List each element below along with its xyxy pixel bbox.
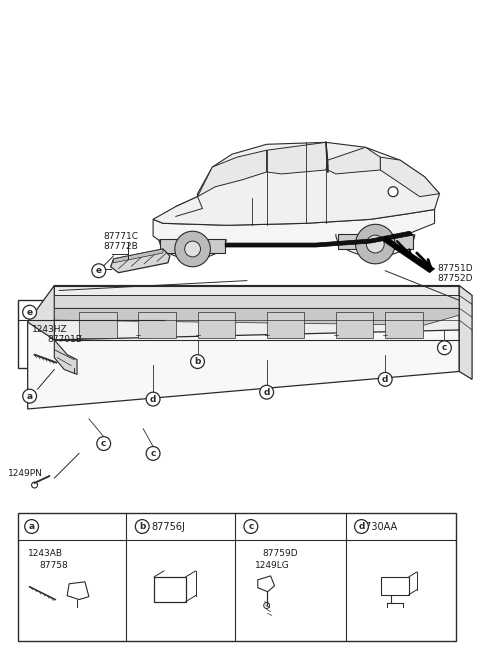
Text: c: c bbox=[442, 343, 447, 352]
Circle shape bbox=[388, 187, 398, 197]
Text: a: a bbox=[26, 392, 33, 401]
Polygon shape bbox=[225, 231, 413, 247]
Text: 87751D: 87751D bbox=[438, 264, 473, 274]
Text: 87772B: 87772B bbox=[104, 242, 138, 251]
Text: b: b bbox=[139, 522, 145, 531]
Polygon shape bbox=[160, 239, 225, 253]
FancyBboxPatch shape bbox=[18, 300, 164, 367]
Text: 87758: 87758 bbox=[39, 561, 68, 570]
Circle shape bbox=[191, 355, 204, 369]
Text: 87752D: 87752D bbox=[438, 274, 473, 283]
Circle shape bbox=[92, 264, 106, 277]
Circle shape bbox=[355, 520, 368, 533]
Text: c: c bbox=[101, 439, 107, 448]
Polygon shape bbox=[153, 209, 434, 246]
Circle shape bbox=[24, 520, 38, 533]
Polygon shape bbox=[385, 312, 423, 338]
Text: 1249PN: 1249PN bbox=[8, 469, 43, 478]
Polygon shape bbox=[267, 312, 304, 338]
Circle shape bbox=[185, 241, 201, 257]
Text: a: a bbox=[28, 522, 35, 531]
Polygon shape bbox=[138, 312, 176, 338]
Circle shape bbox=[366, 235, 384, 253]
Circle shape bbox=[23, 389, 36, 403]
Circle shape bbox=[378, 373, 392, 386]
Text: b: b bbox=[194, 357, 201, 366]
Polygon shape bbox=[198, 312, 235, 338]
Text: 87756J: 87756J bbox=[151, 522, 185, 531]
Text: 87771C: 87771C bbox=[104, 232, 139, 241]
Text: 87759D: 87759D bbox=[263, 549, 299, 558]
Polygon shape bbox=[153, 142, 440, 225]
Polygon shape bbox=[54, 340, 77, 375]
Polygon shape bbox=[54, 308, 459, 325]
Circle shape bbox=[23, 305, 36, 319]
Polygon shape bbox=[198, 150, 267, 197]
Text: 87701B: 87701B bbox=[48, 335, 82, 344]
Polygon shape bbox=[54, 295, 459, 308]
Polygon shape bbox=[79, 312, 117, 338]
Circle shape bbox=[97, 437, 110, 451]
Polygon shape bbox=[383, 236, 434, 273]
Circle shape bbox=[146, 392, 160, 406]
Text: 1249LG: 1249LG bbox=[255, 561, 289, 570]
Text: d: d bbox=[382, 375, 388, 384]
Text: 1243HZ: 1243HZ bbox=[32, 325, 67, 334]
Circle shape bbox=[356, 224, 395, 264]
Text: e: e bbox=[96, 266, 102, 276]
Text: 1730AA: 1730AA bbox=[360, 522, 397, 531]
Text: 1243AB: 1243AB bbox=[28, 549, 63, 558]
Text: c: c bbox=[150, 449, 156, 458]
Text: d: d bbox=[358, 522, 365, 531]
Text: d: d bbox=[150, 395, 156, 403]
Text: e: e bbox=[26, 308, 33, 317]
Polygon shape bbox=[459, 285, 472, 379]
Circle shape bbox=[244, 520, 258, 533]
Polygon shape bbox=[338, 234, 413, 249]
Polygon shape bbox=[28, 322, 459, 409]
Polygon shape bbox=[54, 285, 459, 340]
Text: d: d bbox=[264, 388, 270, 397]
Circle shape bbox=[146, 447, 160, 461]
Circle shape bbox=[175, 231, 210, 267]
Text: c: c bbox=[248, 522, 253, 531]
Polygon shape bbox=[267, 142, 328, 174]
Polygon shape bbox=[328, 147, 380, 174]
Polygon shape bbox=[28, 285, 54, 379]
Polygon shape bbox=[336, 312, 373, 338]
Circle shape bbox=[260, 385, 274, 399]
Polygon shape bbox=[114, 249, 163, 263]
Circle shape bbox=[135, 520, 149, 533]
Circle shape bbox=[438, 341, 451, 355]
Polygon shape bbox=[380, 157, 440, 197]
Polygon shape bbox=[110, 249, 170, 273]
FancyBboxPatch shape bbox=[18, 513, 456, 641]
